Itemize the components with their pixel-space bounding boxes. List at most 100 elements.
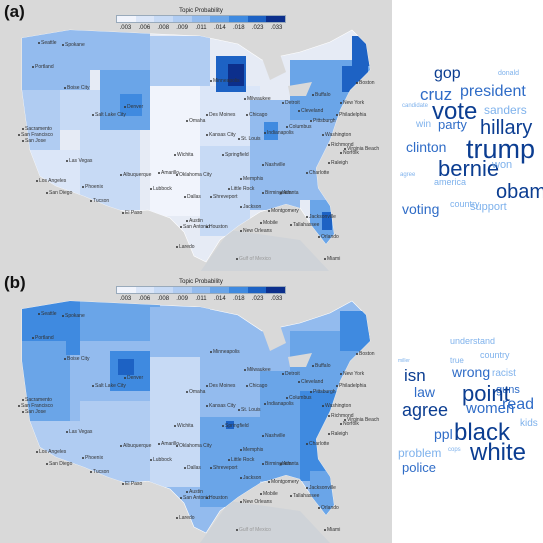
map-b: (b) Topic Probability .003 .006 .008 .00… (0, 271, 392, 543)
word-cloud-term: party (438, 117, 467, 132)
city-label: Salt Lake City (92, 383, 126, 389)
city-label: Jackson (240, 204, 261, 210)
city-label: Minneapolis (210, 349, 240, 355)
city-label: San Antonio (180, 224, 210, 230)
word-cloud-term: wrong (452, 364, 491, 380)
word-cloud-term: won (492, 159, 513, 171)
city-label: Orlando (318, 234, 339, 240)
city-label: Pittsburgh (310, 389, 336, 395)
city-label: Orlando (318, 505, 339, 511)
legend-swatch (154, 16, 174, 22)
city-label: San Francisco (18, 132, 53, 138)
word-cloud-term: america (434, 177, 467, 187)
legend-tick: .033 (270, 296, 283, 302)
legend-tick: .018 (232, 25, 245, 31)
word-cloud-term: agree (402, 400, 449, 420)
city-label: Charlotte (306, 170, 329, 176)
legend-swatch (154, 287, 174, 293)
city-label: Indianapolis (264, 401, 294, 407)
word-cloud-term: clinton (406, 139, 447, 155)
word-cloud-term: kids (520, 418, 538, 429)
word-cloud-a: gop donald cruz president candidate vote sande… (392, 0, 543, 272)
city-label: Boston (356, 80, 375, 86)
city-label: Charlotte (306, 441, 329, 447)
city-label: New York (340, 100, 364, 106)
city-label: Shreveport (210, 194, 237, 200)
city-label: Boston (356, 351, 375, 357)
panel-a: (a) Topic Probability .003 .006 .008 .00… (0, 0, 543, 272)
word-cloud-term: miller (398, 358, 410, 364)
legend-tick: .003 (119, 296, 132, 302)
city-label: San Jose (22, 409, 46, 415)
city-label: Seattle (38, 40, 57, 46)
city-label: Jacksonville (306, 214, 336, 220)
city-label: Shreveport (210, 465, 237, 471)
legend-swatch (229, 287, 248, 293)
city-label: Laredo (176, 515, 195, 521)
word-cloud-term: racist (492, 368, 516, 379)
city-label: Tucson (90, 198, 109, 204)
legend-tick: .014 (214, 25, 226, 31)
legend: Topic Probability .003 .006 .008 .009 .0… (116, 279, 286, 302)
legend-swatch (247, 287, 267, 293)
city-label: Montgomery (268, 479, 299, 485)
city-label: Los Angeles (36, 449, 66, 455)
city-label: El Paso (122, 210, 142, 216)
city-label: New Orleans (240, 499, 272, 505)
city-label: Buffalo (312, 363, 330, 369)
city-label: Wichita (174, 152, 193, 158)
city-label: Portland (32, 335, 54, 341)
legend-swatch (135, 16, 155, 22)
city-label: Dallas (184, 194, 201, 200)
city-label: Phoenix (82, 184, 103, 190)
city-label: Little Rock (228, 457, 254, 463)
legend-tick: .009 (176, 296, 188, 302)
legend-tick: .033 (270, 25, 283, 31)
city-label: Richmond (328, 413, 354, 419)
legend-tick: .023 (251, 25, 264, 31)
city-label: Pittsburgh (310, 118, 336, 124)
city-label: Boise City (64, 85, 90, 91)
city-label: San Diego (46, 190, 72, 196)
city-label: Portland (32, 64, 54, 70)
city-label: Seattle (38, 311, 57, 317)
city-label: New York (340, 371, 364, 377)
city-label: Birmingham (262, 461, 292, 467)
word-cloud-term: cops (448, 447, 461, 453)
city-label: Jacksonville (306, 485, 336, 491)
legend-tick: .011 (195, 296, 207, 302)
legend-tick: .018 (232, 296, 245, 302)
word-cloud-term: ppl (434, 426, 453, 442)
city-label: Milwaukee (244, 367, 271, 373)
city-label: Nashville (262, 162, 285, 168)
legend-swatch (135, 287, 155, 293)
city-label: Tallahassee (290, 493, 319, 499)
legend: Topic Probability .003 .006 .008 .009 .0… (116, 8, 286, 31)
city-label: Boise City (64, 356, 90, 362)
word-cloud-term: country (480, 350, 510, 360)
city-label: San Diego (46, 461, 72, 467)
city-label: Houston (206, 224, 228, 230)
legend-swatch (117, 16, 136, 22)
city-label: Denver (124, 375, 143, 381)
city-label: Phoenix (82, 455, 103, 461)
legend-swatch (173, 287, 192, 293)
city-label: Dallas (184, 465, 201, 471)
city-label: Lubbock (150, 457, 172, 463)
city-label: Montgomery (268, 208, 299, 214)
legend-swatch (229, 16, 248, 22)
city-label: Albuquerque (120, 443, 151, 449)
legend-tick: .006 (138, 296, 151, 302)
word-cloud-term: president (460, 83, 526, 100)
city-label: Springfield (222, 423, 249, 429)
city-label: Omaha (186, 389, 205, 395)
word-cloud-b: understand miller true country racist isn wron… (392, 271, 543, 543)
word-cloud-term: problem (398, 446, 442, 460)
word-cloud-term: point (462, 381, 510, 406)
city-label: San Francisco (18, 403, 53, 409)
city-label: Austin (186, 489, 203, 495)
city-label: Oklahoma City (176, 172, 212, 178)
legend-title: Topic Probability (179, 8, 223, 14)
city-label: Philadelphia (336, 383, 366, 389)
legend-tick: .014 (214, 296, 226, 302)
